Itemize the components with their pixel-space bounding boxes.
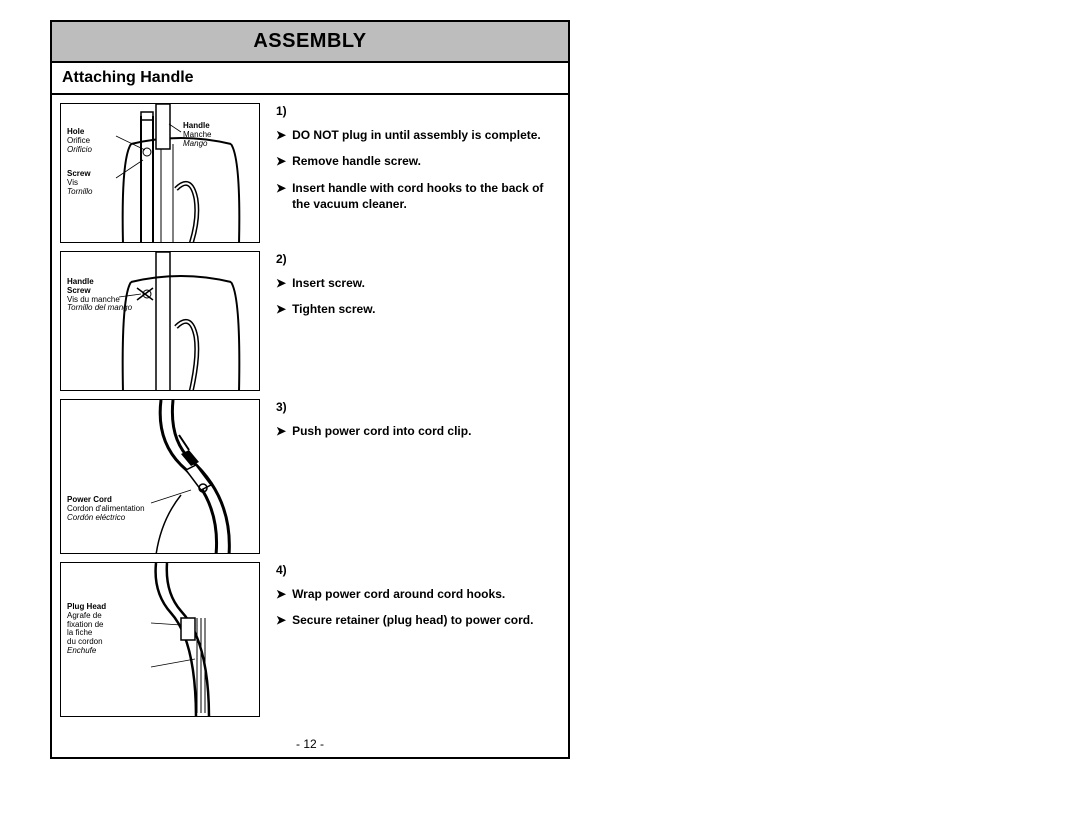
bullet: ➤DO NOT plug in until assembly is comple…: [276, 127, 560, 143]
step-number: 2): [276, 251, 560, 267]
arrow-icon: ➤: [276, 612, 286, 628]
diagram-3: Power Cord Cordon d'alimentation Cordón …: [60, 399, 260, 554]
content-area: Hole Orifice Orificio Handle Manche Mang…: [52, 95, 568, 733]
bullet: ➤Push power cord into cord clip.: [276, 423, 560, 439]
page-number: - 12 -: [52, 733, 568, 757]
section-subtitle: Attaching Handle: [52, 63, 568, 95]
bullet: ➤Insert handle with cord hooks to the ba…: [276, 180, 560, 212]
step-text-2: 2) ➤Insert screw. ➤Tighten screw.: [260, 251, 560, 328]
bullet: ➤Wrap power cord around cord hooks.: [276, 586, 560, 602]
label-plug-head: Plug Head Agrafe de fixation de la fiche…: [67, 603, 106, 656]
manual-page: ASSEMBLY Attaching Handle: [50, 20, 570, 759]
step-number: 4): [276, 562, 560, 578]
step-text-3: 3) ➤Push power cord into cord clip.: [260, 399, 560, 449]
label-hole: Hole Orifice Orificio: [67, 128, 92, 154]
arrow-icon: ➤: [276, 153, 286, 169]
bullet: ➤Insert screw.: [276, 275, 560, 291]
diagram-2: HandleScrew Vis du manche Tornillo del m…: [60, 251, 260, 391]
diagram-1: Hole Orifice Orificio Handle Manche Mang…: [60, 103, 260, 243]
arrow-icon: ➤: [276, 301, 286, 317]
arrow-icon: ➤: [276, 180, 286, 212]
label-handle: Handle Manche Mango: [183, 122, 211, 148]
step-row-1: Hole Orifice Orificio Handle Manche Mang…: [60, 103, 560, 243]
label-handle-screw: HandleScrew Vis du manche Tornillo del m…: [67, 278, 132, 313]
arrow-icon: ➤: [276, 127, 286, 143]
label-power-cord: Power Cord Cordon d'alimentation Cordón …: [67, 496, 145, 522]
bullet: ➤Remove handle screw.: [276, 153, 560, 169]
arrow-icon: ➤: [276, 586, 286, 602]
step-row-4: Plug Head Agrafe de fixation de la fiche…: [60, 562, 560, 717]
step-text-1: 1) ➤DO NOT plug in until assembly is com…: [260, 103, 560, 222]
step-row-3: Power Cord Cordon d'alimentation Cordón …: [60, 399, 560, 554]
bullet: ➤Secure retainer (plug head) to power co…: [276, 612, 560, 628]
section-title: ASSEMBLY: [52, 22, 568, 63]
step-text-4: 4) ➤Wrap power cord around cord hooks. ➤…: [260, 562, 560, 639]
arrow-icon: ➤: [276, 423, 286, 439]
bullet: ➤Tighten screw.: [276, 301, 560, 317]
arrow-icon: ➤: [276, 275, 286, 291]
label-screw: Screw Vis Tornillo: [67, 170, 93, 196]
step-number: 1): [276, 103, 560, 119]
step-row-2: HandleScrew Vis du manche Tornillo del m…: [60, 251, 560, 391]
step-number: 3): [276, 399, 560, 415]
diagram-4: Plug Head Agrafe de fixation de la fiche…: [60, 562, 260, 717]
